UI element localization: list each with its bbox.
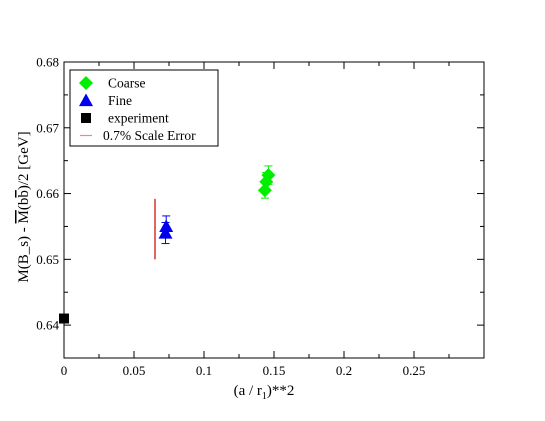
x-tick-label: 0.2 — [336, 363, 352, 378]
x-tick-label: 0.1 — [196, 363, 212, 378]
legend-marker-coarse — [79, 76, 93, 90]
y-tick-label: 0.65 — [36, 252, 59, 267]
plot-area — [59, 165, 276, 324]
axes: 0 0.05 0.1 0.15 0.2 0.25 0.64 0.65 0.66 0.67 0.68 (… — [16, 55, 485, 402]
data-point-fine — [158, 226, 173, 239]
y-tick-label: 0.67 — [36, 120, 59, 135]
legend: Coarse Fine experiment 0.7% Scale Error — [69, 69, 219, 147]
x-tick-label: 0.05 — [123, 363, 146, 378]
x-tick-label: 0.25 — [403, 363, 426, 378]
y-tick-label: 0.66 — [36, 186, 59, 201]
legend-box — [69, 69, 219, 147]
data-point-fine — [159, 219, 174, 233]
data-point-coarse — [261, 168, 276, 183]
legend-marker-experiment — [81, 113, 91, 123]
x-tick-label: 0 — [61, 363, 68, 378]
y-axis-label: M(B_s) - M(bb)/2 [GeV] — [16, 131, 32, 282]
legend-label: Fine — [108, 93, 132, 108]
x-axis-label: (a / r1)**2 — [234, 383, 295, 402]
y-tick-label: 0.68 — [36, 55, 59, 70]
legend-label: Coarse — [108, 76, 146, 91]
legend-marker-fine — [79, 93, 93, 107]
y-tick-label: 0.64 — [36, 318, 59, 333]
data-point-coarse — [257, 183, 272, 198]
legend-label: 0.7% Scale Error — [103, 128, 196, 143]
legend-label: experiment — [108, 111, 169, 126]
x-tick-label: 0.15 — [263, 363, 286, 378]
